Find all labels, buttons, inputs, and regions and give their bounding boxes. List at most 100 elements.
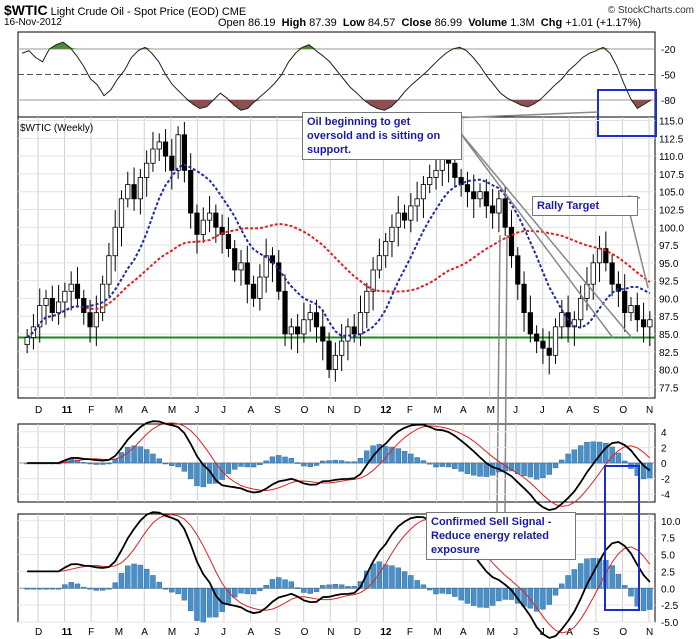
candle-body: [55, 301, 62, 314]
x-tick-label-bottom: M: [487, 627, 495, 638]
x-tick-label: S: [274, 405, 281, 416]
macd-histogram-bar: [496, 588, 502, 602]
candle-body: [68, 283, 74, 292]
candle-body: [225, 233, 232, 250]
macd-histogram-bar: [74, 583, 81, 589]
macd-histogram-bar: [106, 588, 112, 590]
candle-body: [150, 148, 156, 164]
candle-body: [508, 226, 515, 257]
macd-histogram-bar: [439, 588, 446, 594]
macd-y-tick: 7.5: [661, 534, 675, 545]
macd-histogram-bar: [640, 588, 647, 612]
x-tick-label: A: [460, 405, 467, 416]
candle-body: [464, 184, 471, 193]
candle-body: [420, 184, 427, 200]
x-tick-label: M: [168, 405, 176, 416]
candle-body: [345, 326, 351, 342]
candle-body: [496, 198, 502, 214]
macd-histogram-bar: [426, 462, 433, 465]
symbol: $WTIC: [4, 2, 48, 18]
macd-histogram-bar: [477, 588, 483, 608]
macd-histogram-bar: [489, 588, 496, 606]
candle-body: [250, 283, 257, 299]
candle-body: [131, 184, 137, 200]
macd-histogram-bar: [414, 457, 420, 464]
candle-body: [515, 255, 521, 285]
candle-body: [125, 184, 131, 200]
x-tick-label: N: [646, 405, 653, 416]
macd-histogram-bar: [458, 588, 464, 601]
macd-histogram-bar: [93, 462, 100, 465]
macd-histogram-bar: [332, 459, 339, 464]
macd-histogram-bar: [414, 580, 420, 589]
candle-body: [74, 283, 81, 299]
candle-body: [609, 262, 615, 285]
macd-histogram-bar: [99, 588, 106, 591]
macd-histogram-bar: [521, 462, 527, 476]
macd-signal-line: [27, 514, 651, 634]
macd-histogram-bar: [559, 583, 565, 589]
macd-histogram-bar: [301, 462, 307, 467]
x-tick-label: M: [487, 405, 495, 416]
macd-histogram-bar: [106, 462, 112, 465]
osc-y-tick: -20: [661, 45, 676, 56]
macd-histogram-bar: [345, 586, 351, 589]
x-tick-label: D: [354, 405, 361, 416]
macd-y-tick: 4: [661, 428, 667, 439]
macd-histogram-bar: [169, 462, 175, 466]
oversold-pointer: [457, 129, 633, 339]
candle-body: [351, 326, 357, 335]
price-y-tick: 92.5: [659, 277, 679, 288]
candle-body: [578, 298, 584, 321]
macd-histogram-bar: [244, 588, 251, 595]
price-y-tick: 107.5: [659, 170, 684, 181]
macd-histogram-bar: [238, 462, 244, 467]
macd-histogram-bar: [269, 456, 276, 464]
macd-histogram-bar: [464, 462, 471, 474]
macd-histogram-bar: [143, 568, 150, 589]
x-tick-label: F: [88, 405, 94, 416]
macd-histogram-bar: [445, 588, 452, 595]
candle-body: [521, 283, 527, 314]
macd-histogram-bar: [502, 588, 508, 600]
macd-histogram-bar: [225, 588, 232, 604]
macd-histogram-bar: [112, 582, 118, 589]
macd-histogram-bar: [326, 584, 332, 589]
macd-y-tick: -2.5: [661, 601, 679, 612]
macd-histogram-bar: [162, 462, 169, 465]
x-tick-label: N: [327, 405, 334, 416]
macd-histogram-bar: [420, 460, 427, 464]
x-tick-label-bottom: M: [115, 627, 123, 638]
candle-body: [546, 347, 552, 356]
macd-histogram-bar: [603, 442, 609, 464]
candle-body: [213, 212, 219, 228]
macd-histogram-bar: [263, 585, 269, 589]
macd-histogram-bar: [376, 561, 383, 589]
low-value: 84.57: [367, 17, 396, 29]
x-tick-label: 11: [62, 405, 73, 416]
sell-signal-annotation: Confirmed Sell Signal - Reduce energy re…: [426, 512, 576, 560]
candle-body: [175, 134, 181, 171]
macd-y-tick: -4: [661, 490, 670, 501]
candle-body: [276, 262, 282, 292]
macd-histogram-bar: [68, 582, 74, 589]
x-tick-label: M: [433, 405, 441, 416]
macd-histogram-bar: [187, 588, 194, 611]
x-tick-label-bottom: N: [327, 627, 334, 638]
macd-histogram-bar: [49, 588, 56, 590]
candle-body: [87, 312, 93, 328]
macd-histogram-bar: [125, 565, 131, 589]
macd-signal-line: [27, 422, 651, 507]
price-y-tick: 97.5: [659, 241, 679, 252]
macd-histogram-bar: [187, 462, 194, 480]
candle-body: [162, 141, 169, 157]
macd-histogram-bar: [640, 462, 647, 480]
candle-body: [408, 205, 414, 221]
candle-body: [527, 312, 533, 335]
macd-histogram-bar: [282, 579, 288, 589]
macd-histogram-bar: [464, 588, 471, 604]
x-tick-label-bottom: M: [433, 627, 441, 638]
candle-body: [552, 326, 559, 356]
price-y-tick: 102.5: [659, 205, 684, 216]
macd-histogram-bar: [647, 462, 653, 479]
